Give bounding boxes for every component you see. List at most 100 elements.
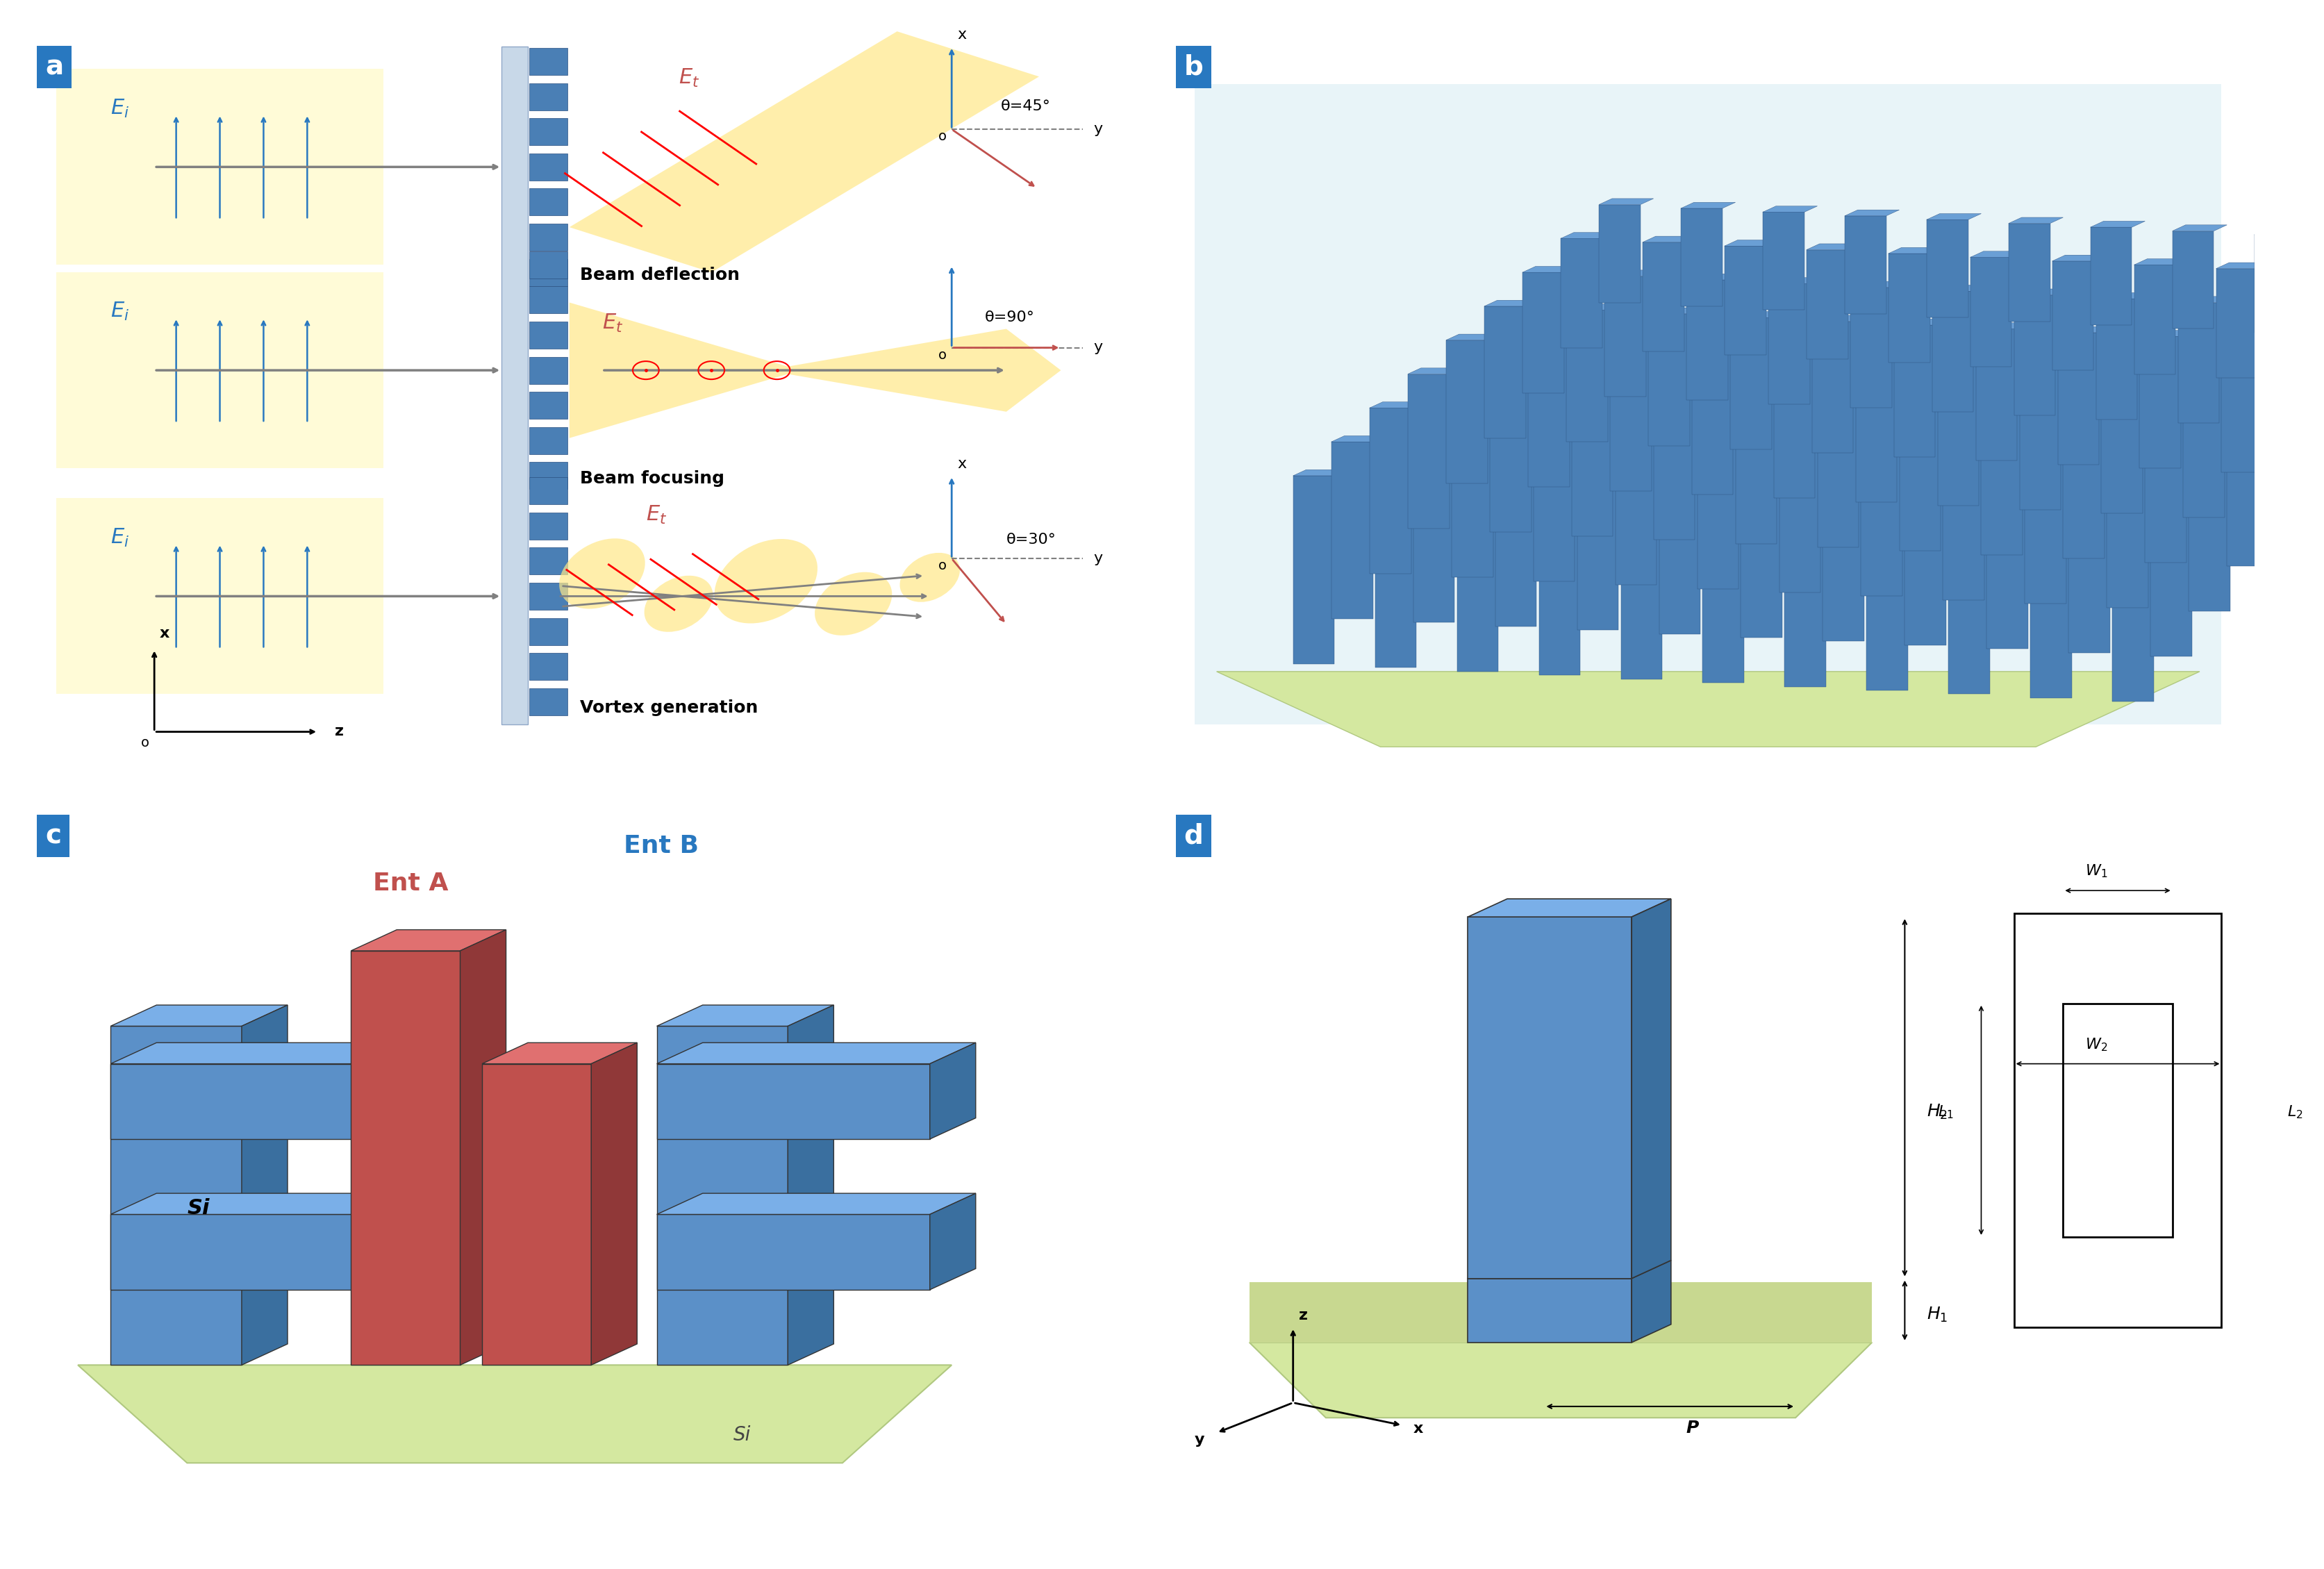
Polygon shape: [1687, 275, 1741, 279]
FancyBboxPatch shape: [1850, 287, 1892, 408]
Polygon shape: [1697, 417, 1752, 424]
Polygon shape: [79, 1365, 953, 1462]
FancyBboxPatch shape: [1948, 505, 1989, 693]
Polygon shape: [1845, 210, 1899, 217]
Polygon shape: [1534, 410, 1587, 416]
Polygon shape: [2150, 474, 2205, 480]
FancyBboxPatch shape: [1813, 322, 1855, 453]
Polygon shape: [930, 1194, 976, 1290]
Text: c: c: [44, 822, 60, 849]
FancyBboxPatch shape: [1927, 220, 1968, 317]
FancyBboxPatch shape: [1571, 381, 1613, 537]
Polygon shape: [658, 1214, 930, 1290]
Polygon shape: [112, 1006, 288, 1026]
Polygon shape: [2031, 504, 2085, 510]
FancyBboxPatch shape: [2226, 411, 2268, 566]
Polygon shape: [658, 1043, 976, 1064]
Polygon shape: [2052, 256, 2108, 260]
FancyBboxPatch shape: [530, 653, 567, 679]
Polygon shape: [1850, 281, 1906, 287]
FancyBboxPatch shape: [502, 47, 528, 725]
Polygon shape: [1620, 485, 1676, 491]
Polygon shape: [1938, 356, 1992, 362]
Polygon shape: [2108, 436, 2161, 442]
Polygon shape: [2068, 469, 2124, 475]
Polygon shape: [2254, 229, 2308, 235]
FancyBboxPatch shape: [1687, 279, 1727, 400]
Polygon shape: [2298, 267, 2324, 273]
FancyBboxPatch shape: [530, 618, 567, 645]
FancyBboxPatch shape: [1862, 430, 1903, 596]
Polygon shape: [2140, 331, 2194, 336]
FancyBboxPatch shape: [1971, 257, 2013, 367]
FancyBboxPatch shape: [1741, 461, 1783, 637]
Polygon shape: [1822, 458, 1878, 464]
Text: θ=45°: θ=45°: [1002, 99, 1050, 113]
FancyBboxPatch shape: [1697, 424, 1738, 588]
FancyBboxPatch shape: [56, 499, 383, 693]
FancyBboxPatch shape: [56, 273, 383, 468]
Text: x: x: [957, 28, 967, 42]
FancyBboxPatch shape: [1845, 217, 1887, 314]
FancyBboxPatch shape: [530, 49, 567, 75]
Text: $W_1$: $W_1$: [2085, 863, 2108, 879]
FancyBboxPatch shape: [2089, 228, 2131, 325]
Text: $E_i$: $E_i$: [112, 97, 130, 119]
Text: Si: Si: [186, 1199, 209, 1219]
Polygon shape: [1631, 899, 1671, 1279]
FancyBboxPatch shape: [2303, 344, 2324, 475]
Polygon shape: [1369, 402, 1425, 408]
Polygon shape: [1218, 672, 2199, 747]
FancyBboxPatch shape: [1692, 351, 1734, 494]
FancyBboxPatch shape: [1408, 373, 1450, 529]
Text: $E_t$: $E_t$: [679, 67, 700, 89]
Polygon shape: [1724, 240, 1780, 246]
Polygon shape: [1943, 428, 1999, 435]
Polygon shape: [2089, 221, 2145, 228]
Polygon shape: [2217, 262, 2271, 268]
FancyBboxPatch shape: [1195, 85, 2222, 725]
FancyBboxPatch shape: [2052, 260, 2094, 370]
Polygon shape: [2101, 364, 2157, 370]
Polygon shape: [1906, 463, 1959, 468]
FancyBboxPatch shape: [1611, 348, 1652, 491]
Polygon shape: [1527, 337, 1583, 344]
Text: o: o: [142, 736, 149, 750]
Text: Ent A: Ent A: [372, 872, 449, 896]
Text: y: y: [1195, 1432, 1204, 1447]
Polygon shape: [1250, 1343, 1871, 1418]
Text: x: x: [160, 626, 170, 640]
FancyBboxPatch shape: [56, 69, 383, 265]
Polygon shape: [351, 930, 507, 951]
Polygon shape: [2145, 402, 2199, 408]
Polygon shape: [2057, 326, 2113, 333]
Text: $H_1$: $H_1$: [1927, 1305, 1948, 1324]
Text: o: o: [939, 560, 946, 573]
FancyBboxPatch shape: [2096, 298, 2138, 419]
Polygon shape: [1692, 345, 1745, 351]
Ellipse shape: [560, 538, 646, 609]
Polygon shape: [1889, 248, 1943, 254]
Polygon shape: [1566, 304, 1620, 311]
FancyBboxPatch shape: [1906, 468, 1945, 645]
Polygon shape: [1578, 447, 1631, 453]
Polygon shape: [1413, 439, 1469, 446]
Polygon shape: [383, 1194, 430, 1290]
FancyBboxPatch shape: [1855, 359, 1896, 502]
Polygon shape: [1736, 383, 1789, 389]
FancyBboxPatch shape: [1987, 472, 2029, 650]
Polygon shape: [2189, 439, 2243, 446]
Polygon shape: [658, 1006, 834, 1026]
Text: z: z: [1299, 1309, 1308, 1323]
Polygon shape: [1538, 482, 1594, 486]
Polygon shape: [2064, 399, 2117, 405]
Polygon shape: [1571, 375, 1627, 381]
FancyBboxPatch shape: [2015, 295, 2054, 416]
FancyBboxPatch shape: [530, 463, 567, 490]
Polygon shape: [658, 1194, 976, 1214]
Text: $E_t$: $E_t$: [646, 504, 667, 526]
Text: d: d: [1183, 822, 1204, 849]
FancyBboxPatch shape: [2173, 231, 2215, 329]
FancyBboxPatch shape: [1615, 419, 1657, 585]
Polygon shape: [1931, 286, 1987, 292]
